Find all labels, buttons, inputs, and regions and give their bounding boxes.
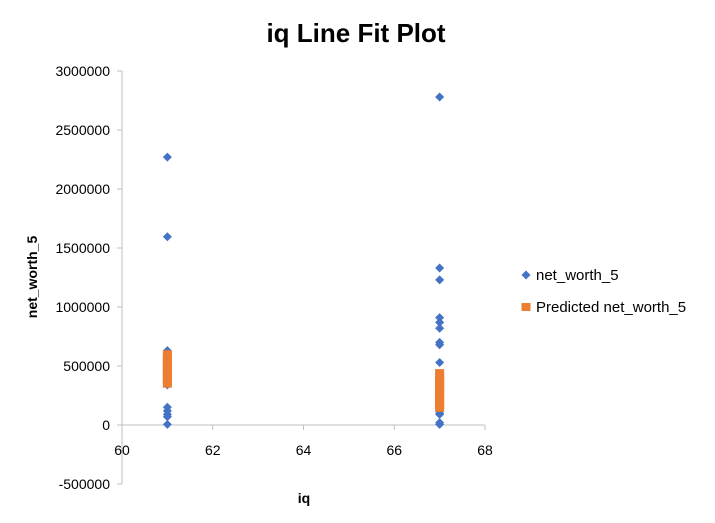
data-point-diamond [435,340,445,350]
y-axis-title: net_worth_5 [24,236,40,319]
y-tick-label: 1000000 [55,299,110,315]
data-point-diamond [162,419,172,429]
legend-diamond-marker [521,270,531,280]
data-point-square [435,403,445,412]
legend: net_worth_5 Predicted net_worth_5 [521,267,686,316]
y-tick-label: 2000000 [55,181,110,197]
x-tick-label: 60 [114,442,130,458]
x-tick-label: 68 [477,442,493,458]
y-tick-label: -500000 [59,476,111,492]
legend-item: net_worth_5 [521,267,619,284]
legend-square-marker [521,303,531,311]
data-point-diamond [435,409,445,419]
y-axis-ticks: -500000 0 500000 1000000 1500000 2000000 25000… [55,63,122,492]
data-point-diamond [435,263,445,273]
y-tick-label: 1500000 [55,240,110,256]
data-point-diamond [162,232,172,242]
y-tick-label: 500000 [63,358,110,374]
x-axis-ticks: 60 62 64 66 68 [114,425,493,458]
series-predicted [162,350,445,412]
data-point-square [162,379,172,388]
data-point-diamond [435,357,445,367]
data-point-diamond [435,313,445,323]
series-actual [162,92,445,429]
data-point-diamond [435,419,445,429]
data-point-diamond [435,92,445,102]
x-axis-title: iq [298,490,310,506]
data-point-diamond [162,152,172,162]
legend-item: Predicted net_worth_5 [521,299,686,316]
data-point-diamond [435,275,445,285]
x-tick-label: 62 [205,442,221,458]
data-point-diamond [435,323,445,333]
legend-label: net_worth_5 [536,267,619,284]
plot-area: -500000 0 500000 1000000 1500000 2000000 25000… [55,63,493,492]
chart-title: iq Line Fit Plot [266,18,445,48]
y-tick-label: 0 [102,417,110,433]
y-tick-label: 3000000 [55,63,110,79]
series-layer [162,92,445,429]
x-tick-label: 64 [296,442,312,458]
y-tick-label: 2500000 [55,122,110,138]
data-point-diamond [162,412,172,422]
x-tick-label: 66 [386,442,402,458]
legend-label: Predicted net_worth_5 [536,299,686,316]
data-point-diamond [435,317,445,327]
